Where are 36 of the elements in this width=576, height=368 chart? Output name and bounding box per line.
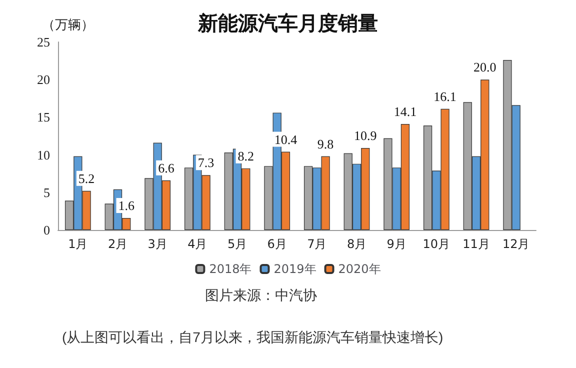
x-tick-label: 3月 (148, 237, 168, 251)
data-label: 7.3 (198, 155, 214, 170)
y-tick-label: 20 (37, 72, 50, 88)
x-tick-label: 9月 (386, 237, 406, 251)
data-label: 1.6 (118, 198, 136, 213)
legend-label: 2018年 (209, 262, 252, 276)
x-tick-label: 1月 (68, 237, 88, 251)
y-tick-label: 10 (37, 147, 50, 162)
data-label: 8.2 (238, 148, 254, 164)
x-tick-label: 2月 (108, 237, 128, 251)
y-tick-label: 25 (37, 34, 50, 50)
x-tick-label: 5月 (227, 237, 248, 251)
x-tick-label: 10月 (422, 237, 450, 251)
legend-label: 2020年 (338, 262, 381, 276)
text: 图片来源：中汽协 (205, 287, 317, 303)
data-label: 10.9 (354, 128, 377, 144)
data-label: 5.2 (78, 170, 95, 186)
x-tick-label: 8月 (346, 237, 367, 251)
y-tick-label: 5 (44, 184, 50, 200)
y-axis-title: （万辆） (42, 18, 94, 33)
x-tick-label: 12月 (502, 237, 530, 251)
data-label: 6.6 (158, 160, 175, 176)
chart-title: 新能源汽车月度销量 (197, 11, 378, 35)
y-tick-label: 15 (37, 110, 50, 125)
data-label: 20.0 (474, 60, 496, 75)
data-label: 10.4 (274, 132, 298, 147)
x-tick-label: 6月 (267, 237, 287, 251)
data-label: 14.1 (394, 104, 417, 119)
legend-label: 2019年 (274, 262, 316, 276)
x-tick-label: 7月 (307, 237, 327, 251)
data-label: 16.1 (434, 88, 456, 104)
text: (从上图可以看出，自7月以来，我国新能源汽车销量快速增长) (62, 329, 444, 345)
x-tick-label: 11月 (462, 237, 490, 251)
x-tick-label: 4月 (188, 237, 208, 251)
data-label: 9.8 (317, 136, 334, 152)
y-tick-label: 0 (44, 222, 50, 238)
